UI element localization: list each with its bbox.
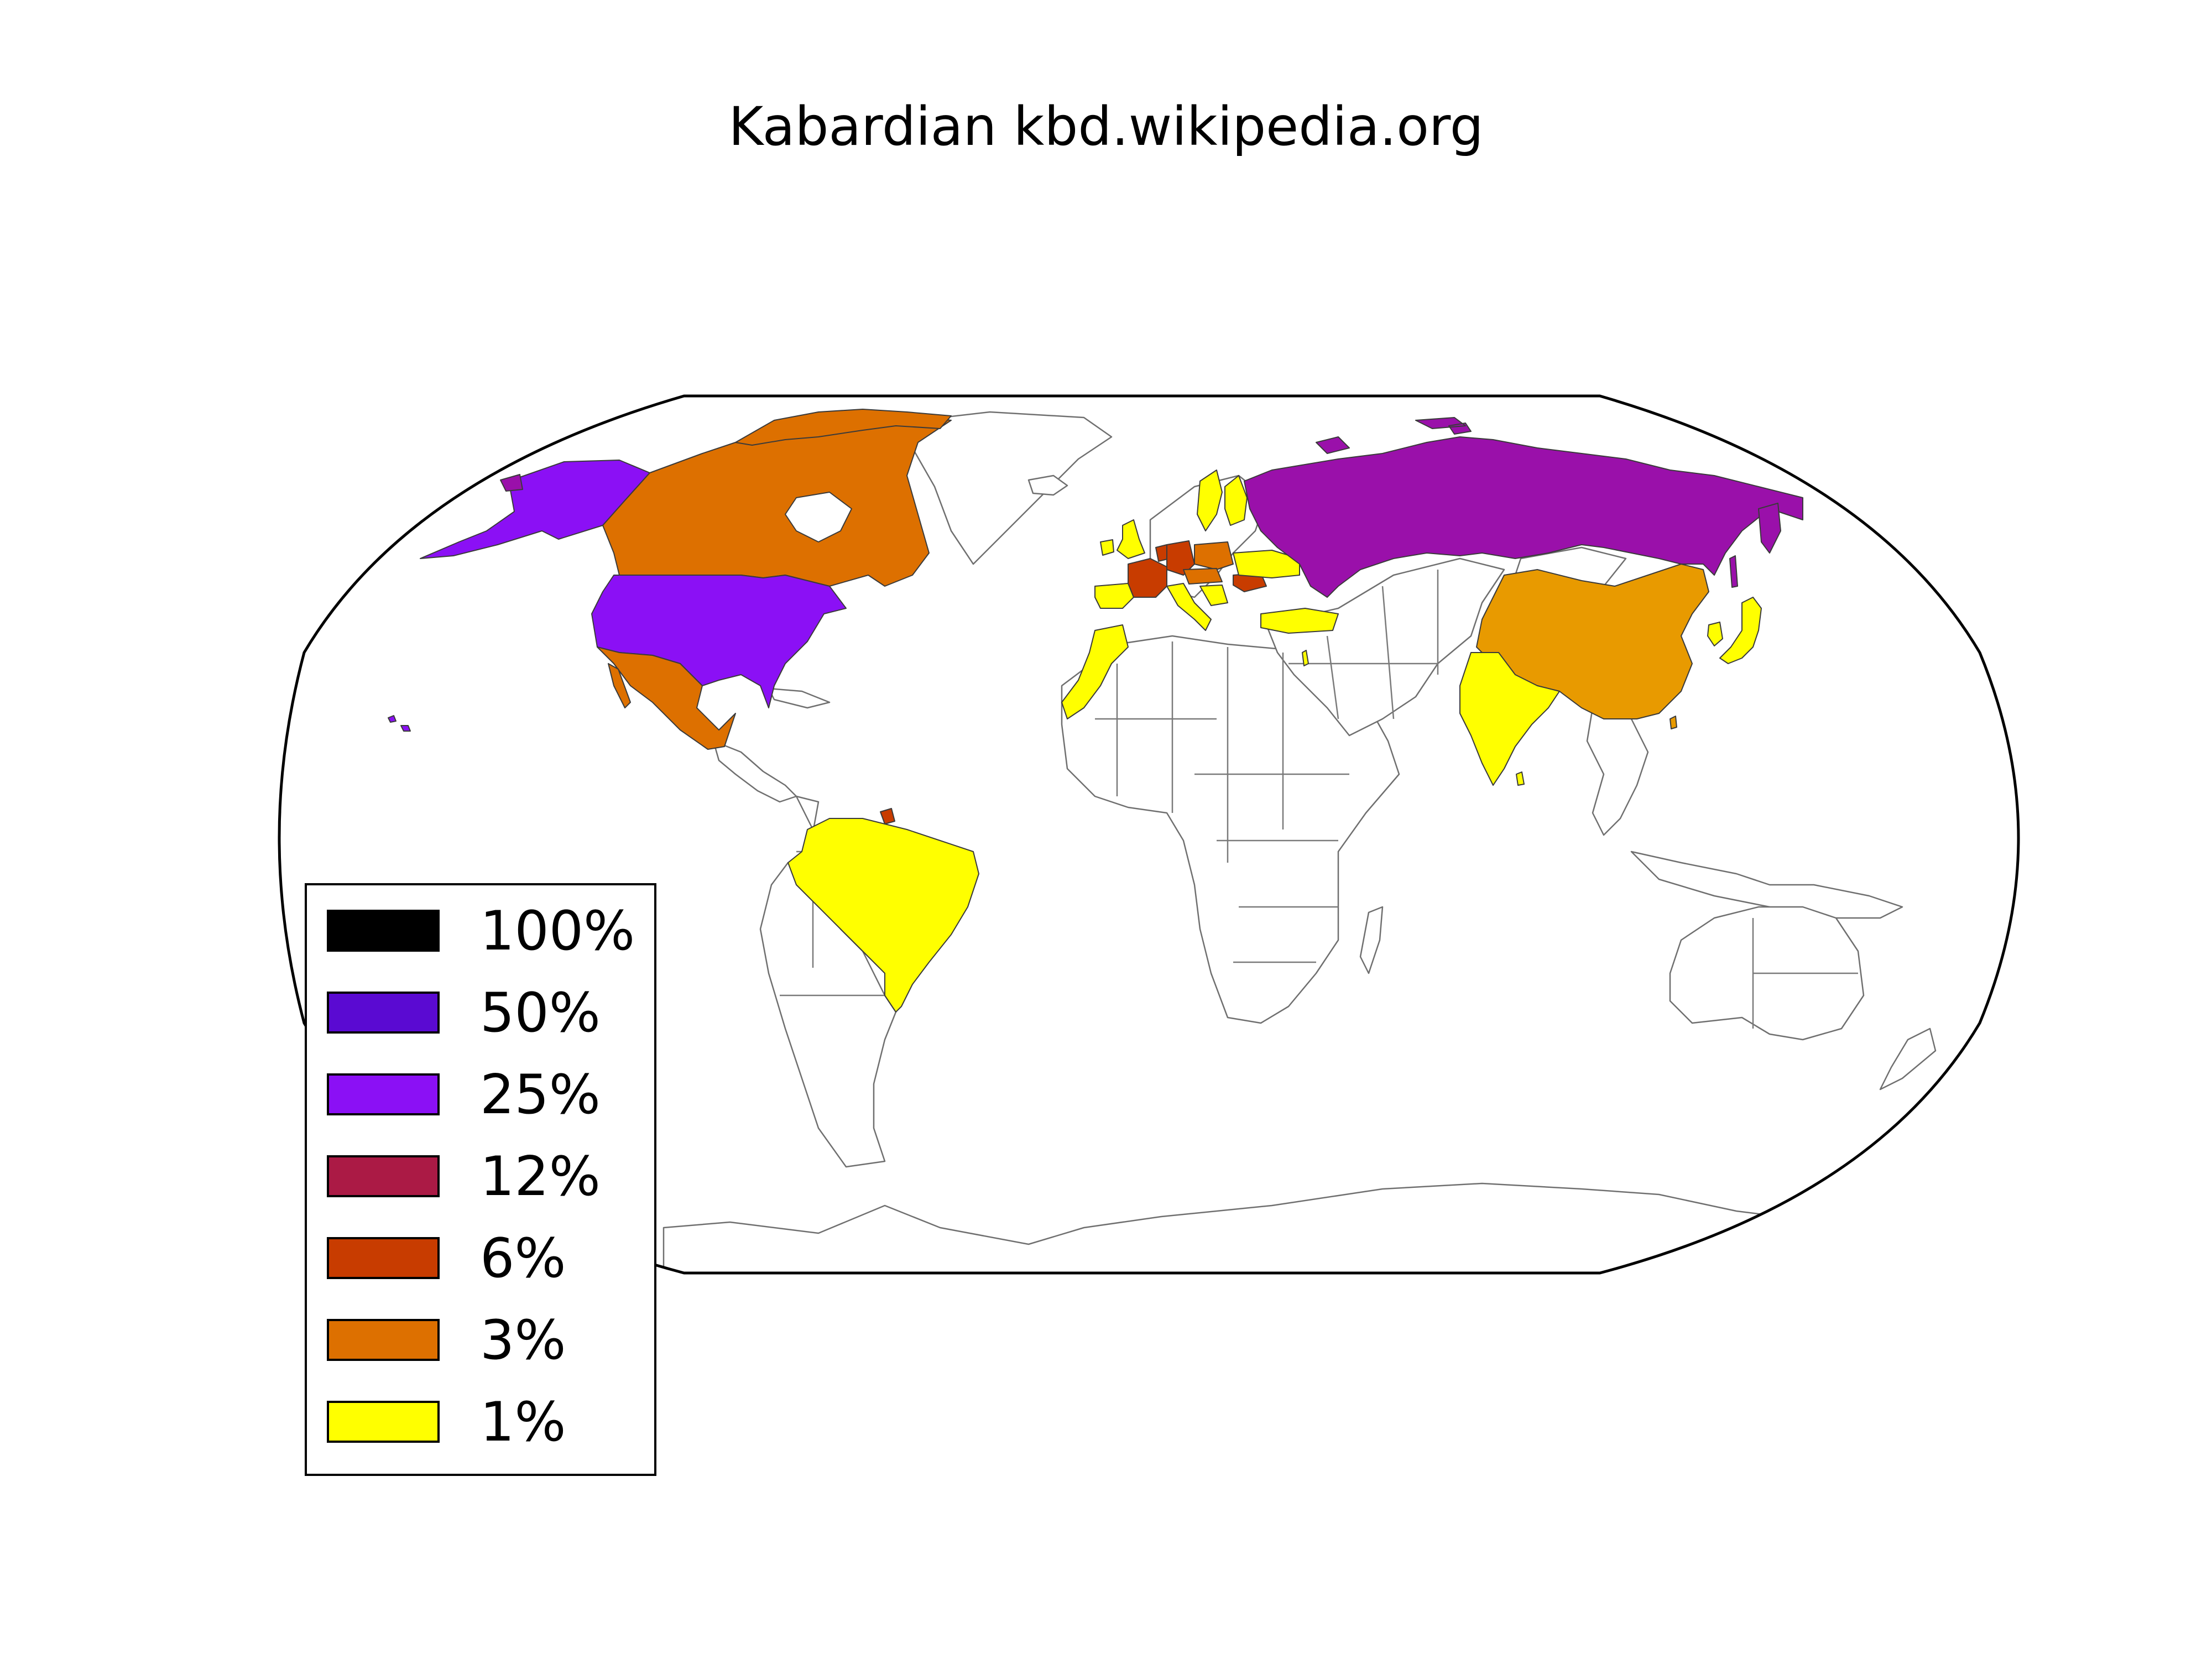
madagascar xyxy=(1359,906,1384,974)
country-balkan xyxy=(1199,585,1228,606)
legend-label-3: 25% xyxy=(480,1063,601,1126)
iceland xyxy=(1027,474,1068,496)
country-israel xyxy=(1302,650,1309,666)
legend-label-7: 1% xyxy=(480,1391,566,1454)
country-sweden xyxy=(1197,469,1223,531)
country-morocco xyxy=(1061,624,1129,719)
country-chukotka-tip xyxy=(500,474,523,492)
legend-swatch-1 xyxy=(327,910,440,952)
country-hawaii xyxy=(388,715,411,732)
africa-borders xyxy=(1095,641,1349,963)
country-uk xyxy=(1117,519,1145,559)
country-taiwan xyxy=(1670,716,1677,729)
hudson-bay xyxy=(785,492,852,542)
legend-swatch-7 xyxy=(327,1401,440,1443)
map-title: Kabardian kbd.wikipedia.org xyxy=(728,96,1483,158)
legend-swatch-2 xyxy=(327,992,440,1034)
country-brazil xyxy=(787,818,979,1013)
australia-borders xyxy=(1752,918,1858,1029)
legend-label-4: 12% xyxy=(480,1145,601,1208)
country-baja xyxy=(608,663,631,708)
asia-borders xyxy=(1288,570,1439,719)
country-sri-lanka xyxy=(1516,771,1525,786)
country-french-guiana xyxy=(880,808,895,825)
new-zealand xyxy=(1879,1027,1937,1091)
country-finland xyxy=(1224,475,1248,526)
country-russia xyxy=(1244,436,1803,598)
country-india xyxy=(1459,652,1560,786)
country-kamchatka xyxy=(1758,503,1781,554)
country-canada-islands xyxy=(735,409,952,446)
country-ukraine xyxy=(1233,550,1300,578)
country-russia-arctic xyxy=(1316,417,1472,454)
country-turkey xyxy=(1260,608,1339,634)
world-map xyxy=(279,396,2018,1273)
country-czech-austria xyxy=(1183,568,1223,585)
country-ireland xyxy=(1100,539,1114,556)
country-japan xyxy=(1719,597,1762,664)
country-alaska xyxy=(420,460,650,559)
legend-label-6: 3% xyxy=(480,1309,566,1372)
central-america xyxy=(712,740,797,803)
legend: 100% 50% 25% 12% 6% 3% 1% xyxy=(305,883,656,1476)
southeast-asia xyxy=(1586,707,1649,836)
legend-swatch-4 xyxy=(327,1155,440,1197)
map-boundary xyxy=(278,394,2020,1275)
legend-swatch-3 xyxy=(327,1073,440,1115)
country-korea xyxy=(1707,622,1723,646)
country-france xyxy=(1128,558,1167,598)
legend-label-1: 100% xyxy=(480,900,635,963)
legend-swatch-5 xyxy=(327,1237,440,1279)
legend-swatch-6 xyxy=(327,1319,440,1361)
legend-label-5: 6% xyxy=(480,1227,566,1290)
country-italy xyxy=(1166,583,1212,631)
country-mexico xyxy=(597,646,736,750)
greenland xyxy=(911,411,1113,565)
caribbean xyxy=(768,687,831,709)
country-poland xyxy=(1194,541,1234,570)
country-sakhalin xyxy=(1729,555,1738,588)
legend-label-2: 50% xyxy=(480,982,601,1045)
indonesia xyxy=(1630,851,1903,919)
